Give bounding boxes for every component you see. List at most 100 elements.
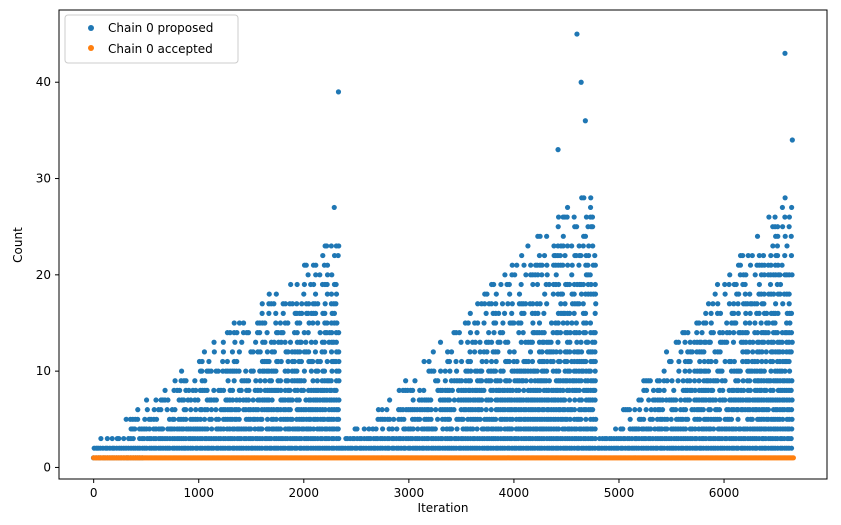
proposed-point (548, 339, 554, 345)
proposed-point (528, 262, 534, 268)
proposed-point (481, 320, 487, 326)
proposed-point (297, 320, 303, 326)
proposed-point (121, 435, 127, 442)
proposed-point (710, 301, 716, 307)
proposed-point (306, 349, 312, 355)
proposed-point (770, 339, 777, 345)
proposed-point (264, 416, 271, 422)
proposed-point (664, 426, 670, 432)
proposed-point (587, 368, 594, 374)
proposed-point (257, 330, 263, 336)
proposed-point (742, 291, 748, 297)
proposed-point (701, 358, 707, 365)
proposed-point (453, 368, 460, 374)
proposed-point (215, 368, 221, 374)
proposed-point (664, 378, 670, 384)
proposed-point (592, 310, 598, 316)
proposed-point (786, 301, 792, 307)
proposed-point (682, 368, 688, 374)
proposed-point (442, 368, 448, 374)
proposed-point (789, 416, 795, 422)
proposed-point (562, 301, 568, 307)
proposed-point (224, 358, 230, 365)
proposed-point (234, 330, 240, 336)
proposed-point (749, 252, 755, 259)
proposed-point (775, 310, 781, 316)
proposed-point (562, 252, 568, 259)
proposed-point (333, 301, 339, 307)
proposed-point (687, 339, 693, 345)
proposed-point (754, 233, 761, 239)
proposed-point (765, 407, 772, 413)
proposed-point (550, 358, 556, 365)
proposed-point (231, 378, 237, 384)
proposed-point (710, 426, 717, 432)
proposed-point (703, 310, 709, 316)
proposed-point (220, 387, 227, 394)
proposed-point (501, 310, 508, 316)
proposed-point (328, 291, 335, 297)
proposed-point (590, 243, 596, 249)
proposed-point (578, 252, 584, 259)
proposed-point (735, 301, 741, 307)
proposed-point (710, 387, 716, 394)
proposed-point (685, 330, 691, 336)
proposed-point (324, 243, 330, 249)
proposed-point (717, 349, 723, 355)
proposed-point (788, 330, 795, 336)
proposed-point (285, 320, 291, 326)
proposed-point (234, 358, 240, 365)
proposed-point (336, 397, 342, 403)
proposed-point (712, 291, 718, 297)
proposed-point (521, 262, 527, 268)
proposed-point (707, 339, 713, 345)
x-tick-label: 1000 (183, 486, 214, 500)
proposed-point (578, 79, 584, 85)
proposed-point (434, 416, 441, 422)
proposed-point (772, 320, 778, 326)
proposed-point (641, 416, 647, 422)
x-tick-label: 6000 (709, 486, 740, 500)
proposed-point (336, 378, 342, 384)
proposed-point (211, 349, 217, 355)
proposed-point (514, 358, 520, 365)
proposed-point (761, 368, 767, 374)
proposed-point (745, 358, 751, 365)
proposed-point (576, 301, 582, 307)
proposed-point (98, 435, 104, 442)
proposed-point (195, 397, 201, 403)
proposed-point (262, 320, 268, 326)
proposed-point (310, 426, 317, 432)
proposed-point (446, 397, 453, 403)
proposed-point (707, 407, 713, 413)
proposed-point (298, 339, 304, 345)
proposed-point (592, 349, 598, 355)
proposed-point (511, 320, 517, 326)
plot-frame (58, 9, 828, 480)
proposed-point (164, 407, 170, 413)
proposed-point (722, 281, 728, 288)
proposed-point (278, 358, 284, 365)
proposed-point (280, 310, 286, 316)
proposed-point (289, 397, 295, 403)
proposed-point (735, 310, 741, 316)
proposed-point (581, 195, 587, 201)
proposed-point (782, 214, 788, 220)
proposed-point (475, 301, 481, 307)
proposed-point (673, 397, 679, 403)
proposed-point (257, 378, 263, 384)
proposed-point (562, 397, 568, 403)
proposed-point (478, 407, 485, 413)
proposed-point (646, 397, 652, 403)
proposed-point (564, 320, 570, 326)
proposed-point (213, 397, 219, 403)
proposed-point (788, 435, 794, 442)
proposed-point (521, 387, 527, 394)
proposed-point (564, 358, 570, 365)
proposed-point (555, 320, 561, 326)
proposed-point (743, 272, 749, 278)
proposed-point (663, 349, 670, 355)
proposed-point (486, 330, 492, 336)
proposed-point (687, 358, 693, 365)
proposed-point (259, 301, 265, 307)
